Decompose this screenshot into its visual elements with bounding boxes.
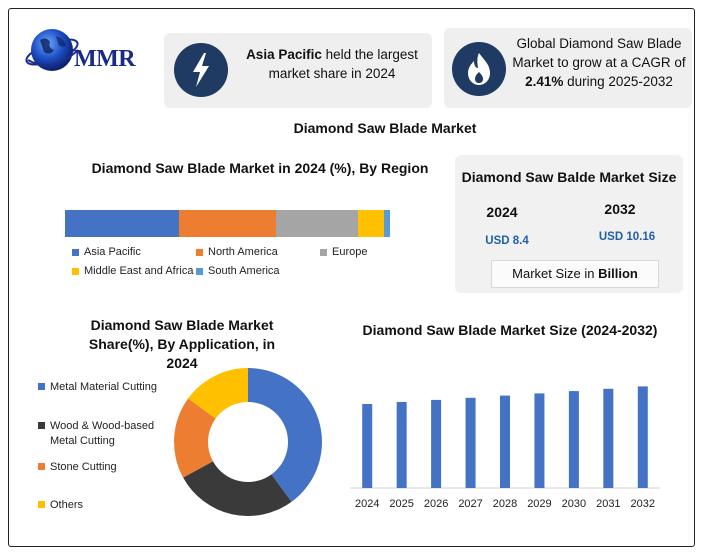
legend-swatch	[196, 268, 203, 275]
logo-text: MMR	[74, 46, 136, 72]
region-chart-title: Diamond Saw Blade Market in 2024 (%), By…	[91, 160, 429, 176]
legend-swatch	[196, 249, 203, 256]
globe-icon	[25, 29, 79, 71]
legend-label: South America	[208, 265, 280, 277]
legend-swatch	[38, 463, 45, 470]
legend-label: North America	[208, 246, 278, 258]
lightning-icon	[174, 43, 228, 97]
value-2024: USD 8.4	[485, 235, 529, 247]
region-legend-item-europe: Europe	[320, 246, 367, 258]
legend-swatch	[72, 268, 79, 275]
donut-slice-stone-cutting	[174, 398, 216, 478]
legend-swatch	[320, 249, 327, 256]
size-bar-2030	[568, 391, 579, 488]
cagr-value: 2.41%	[525, 74, 564, 89]
cagr-card: Global Diamond Saw Blade Market to grow …	[444, 28, 692, 108]
market-size-title: Diamond Saw Balde Market Size	[461, 169, 677, 185]
legend-swatch	[38, 383, 45, 390]
size-bar-2027	[465, 397, 476, 488]
donut-slice-wood-wood-based-metal-cutting	[183, 461, 292, 516]
region-stacked-bar	[65, 210, 390, 237]
market-size-unit: Market Size in Billion	[491, 260, 659, 288]
size-bar-2029	[534, 393, 545, 488]
x-tick-label-2025: 2025	[389, 498, 413, 510]
legend-label: Stone Cutting	[50, 461, 117, 473]
flame-icon	[452, 42, 506, 96]
donut-slice-metal-material-cutting	[248, 368, 322, 502]
region-legend-item-north-america: North America	[196, 246, 278, 258]
legend-label: Metal Material Cutting	[50, 381, 157, 393]
legend-swatch	[38, 422, 45, 429]
x-tick-label-2028: 2028	[493, 498, 517, 510]
cagr-period: during 2025-2032	[563, 74, 673, 89]
x-tick-label-2029: 2029	[527, 498, 551, 510]
region-legend-item-asia-pacific: Asia Pacific	[72, 246, 141, 258]
legend-swatch	[38, 501, 45, 508]
region-bar-segment-asia-pacific	[65, 210, 179, 237]
legend-label: Asia Pacific	[84, 246, 141, 258]
application-legend-item-stone-cutting: Stone Cutting	[38, 460, 168, 475]
region-share-rest: held the largest market share in 2024	[268, 47, 418, 81]
legend-swatch	[72, 249, 79, 256]
region-bar-segment-south-america	[383, 210, 390, 237]
year-2032-label: 2032	[604, 201, 636, 217]
x-tick-label-2024: 2024	[355, 498, 379, 510]
cagr-text: Global Diamond Saw Blade Market to grow …	[510, 34, 688, 91]
application-legend-item-metal-material-cutting: Metal Material Cutting	[38, 380, 168, 395]
unit-prefix: Market Size in	[512, 266, 599, 281]
size-bar-2028	[500, 395, 510, 488]
legend-label: Wood & Wood-based Metal Cutting	[50, 420, 155, 447]
year-2024-label: 2024	[486, 204, 518, 220]
unit-bold: Billion	[598, 266, 638, 281]
size-bar-2032	[637, 386, 648, 488]
size-bar-2024	[362, 404, 373, 488]
region-share-text: Asia Pacific held the largest market sha…	[238, 45, 426, 83]
donut-slice-others	[188, 368, 248, 419]
x-tick-label-2031: 2031	[596, 498, 620, 510]
application-chart-title: Diamond Saw Blade Market Share(%), By Ap…	[88, 317, 276, 371]
legend-label: Europe	[332, 246, 368, 258]
legend-label: Others	[50, 499, 84, 511]
size-bar-2025	[396, 402, 407, 488]
region-legend-item-south-america: South America	[196, 265, 280, 277]
x-tick-label-2027: 2027	[458, 498, 482, 510]
region-bar-segment-north-america	[178, 210, 277, 237]
x-tick-label-2032: 2032	[631, 498, 655, 510]
logo: MMR	[22, 22, 152, 82]
cagr-text-lead: Global Diamond Saw Blade Market to grow …	[512, 36, 686, 70]
region-bar-segment-europe	[276, 210, 358, 237]
market-size-box: Diamond Saw Balde Market Size 2024 2032 …	[455, 155, 683, 293]
application-legend-item-others: Others	[38, 498, 168, 513]
application-donut-chart	[174, 368, 322, 516]
application-legend-item-wood-wood-based-metal-cutting: Wood & Wood-based Metal Cutting	[38, 419, 168, 449]
size-bar-2031	[603, 388, 614, 488]
value-2032: USD 10.16	[598, 231, 656, 243]
region-bar-segment-middle-east-and-africa	[357, 210, 384, 237]
x-tick-label-2030: 2030	[562, 498, 586, 510]
region-share-highlight: Asia Pacific	[246, 47, 322, 62]
region-legend-item-middle-east-and-africa: Middle East and Africa	[72, 265, 193, 277]
legend-label: Middle East and Africa	[84, 265, 194, 277]
size-bar-2026	[431, 399, 442, 488]
market-size-bar-chart: 2024 2025 2026 2027 2028 2029 2030 2031 2032	[350, 386, 660, 510]
size-chart-title: Diamond Saw Blade Market Size (2024-2032…	[362, 322, 658, 338]
main-title: Diamond Saw Blade Market	[293, 120, 477, 136]
x-tick-label-2026: 2026	[424, 498, 448, 510]
region-share-card: Asia Pacific held the largest market sha…	[164, 33, 432, 108]
